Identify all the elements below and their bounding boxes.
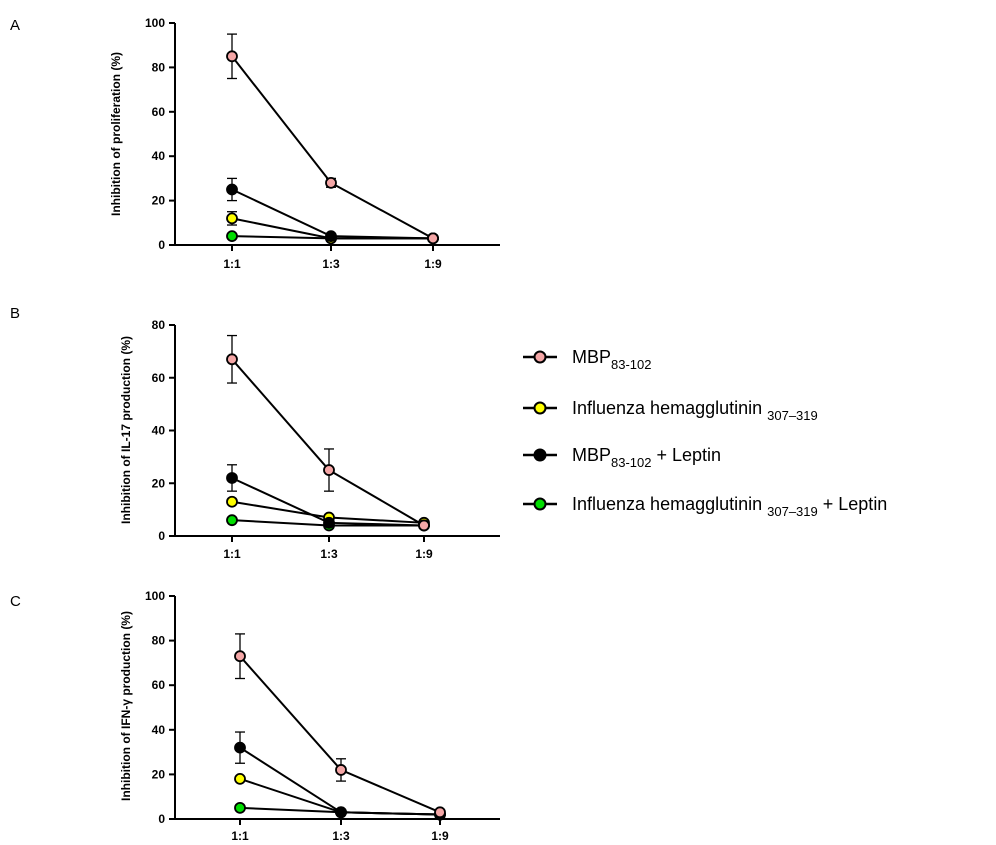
- data-point-mbp-leptin: [323, 516, 335, 529]
- y-axis-label-c: Inhibition of IFN-γ production (%): [119, 611, 133, 801]
- x-tick-label: 1:9: [431, 829, 449, 843]
- x-tick-label: 1:1: [231, 829, 249, 843]
- data-point-mbp: [234, 650, 246, 663]
- panel-b: B Inhibition of IL-17 production (%) 0 20…: [10, 305, 500, 561]
- y-tick-label: 60: [152, 678, 166, 692]
- y-axis-label-b: Inhibition of IL-17 production (%): [119, 336, 133, 524]
- y-tick-label: 100: [145, 16, 165, 30]
- y-tick-label: 100: [145, 589, 165, 603]
- legend-label-ha: Influenza hemagglutinin 307–319: [572, 398, 818, 423]
- y-tick-label: 0: [158, 529, 165, 543]
- x-tick-label: 1:1: [223, 257, 241, 271]
- y-tick-label: 60: [152, 371, 166, 385]
- y-tick-label: 40: [152, 149, 166, 163]
- data-point-mbp: [323, 464, 335, 476]
- legend-item-mbp-leptin: MBP83-102 + Leptin: [523, 445, 721, 470]
- y-tick-label: 80: [152, 318, 166, 332]
- legend: MBP83-102 Influenza hemagglutinin 307–31…: [523, 347, 887, 519]
- x-tick-label: 1:3: [320, 547, 338, 561]
- panel-letter-c: C: [10, 593, 21, 610]
- y-tick-label: 40: [152, 424, 166, 438]
- legend-label-mbp-leptin: MBP83-102 + Leptin: [572, 445, 721, 470]
- data-point-mbp: [418, 519, 430, 532]
- series-line-mbp: [231, 358, 425, 527]
- x-tick-label: 1:3: [322, 257, 340, 271]
- data-point-mbp: [226, 353, 238, 366]
- legend-item-ha: Influenza hemagglutinin 307–319: [523, 398, 818, 423]
- series-line-mbp: [231, 55, 434, 240]
- panel-letter-a: A: [10, 17, 20, 34]
- data-point-mbp: [325, 176, 337, 189]
- data-point-mbp: [427, 232, 439, 245]
- legend-marker-ha-leptin: [533, 497, 547, 511]
- panel-a: A Inhibition of proliferation (%) 0 20 40 6…: [10, 16, 500, 271]
- legend-item-ha-leptin: Influenza hemagglutinin 307–319 + Leptin: [523, 494, 887, 519]
- data-point-mbp-leptin: [234, 741, 246, 754]
- y-tick-label: 20: [152, 194, 166, 208]
- data-point-mbp-leptin: [325, 230, 337, 243]
- x-tick-label: 1:3: [332, 829, 350, 843]
- y-tick-label: 20: [152, 476, 166, 490]
- data-point-mbp-leptin: [226, 183, 238, 196]
- legend-label-ha-leptin: Influenza hemagglutinin 307–319 + Leptin: [572, 494, 887, 519]
- data-point-mbp-leptin: [226, 472, 238, 484]
- y-tick-label: 80: [152, 60, 166, 74]
- data-point-mbp: [434, 806, 446, 819]
- panel-c: C Inhibition of IFN-γ production (%) 0 20…: [10, 589, 500, 843]
- data-point-mbp: [226, 50, 238, 63]
- y-axis-label-a: Inhibition of proliferation (%): [109, 52, 123, 216]
- data-point-ha-leptin: [234, 801, 246, 814]
- data-point-ha-leptin: [226, 230, 238, 243]
- data-point-ha-leptin: [226, 514, 238, 527]
- data-point-ha: [226, 212, 238, 225]
- legend-marker-mbp: [533, 350, 547, 364]
- panel-letter-b: B: [10, 305, 20, 322]
- y-tick-label: 80: [152, 634, 166, 648]
- y-tick-label: 20: [152, 767, 166, 781]
- x-tick-label: 1:1: [223, 547, 241, 561]
- y-tick-label: 60: [152, 105, 166, 119]
- data-point-ha: [234, 772, 246, 785]
- y-tick-label: 40: [152, 723, 166, 737]
- y-tick-label: 0: [158, 238, 165, 252]
- data-point-mbp-leptin: [335, 806, 347, 819]
- legend-item-mbp: MBP83-102: [523, 347, 652, 372]
- legend-label-mbp: MBP83-102: [572, 347, 652, 372]
- data-point-mbp: [335, 764, 347, 776]
- y-tick-label: 0: [158, 812, 165, 826]
- x-tick-label: 1:9: [415, 547, 433, 561]
- data-point-ha: [226, 495, 238, 508]
- x-tick-label: 1:9: [424, 257, 442, 271]
- legend-marker-mbp-leptin: [533, 448, 547, 462]
- legend-marker-ha: [533, 401, 547, 415]
